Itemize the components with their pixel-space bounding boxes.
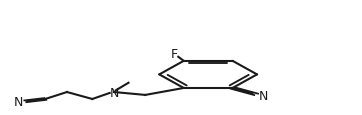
Text: F: F bbox=[171, 47, 178, 60]
Text: N: N bbox=[109, 86, 119, 99]
Text: N: N bbox=[259, 89, 268, 102]
Text: N: N bbox=[14, 96, 24, 108]
